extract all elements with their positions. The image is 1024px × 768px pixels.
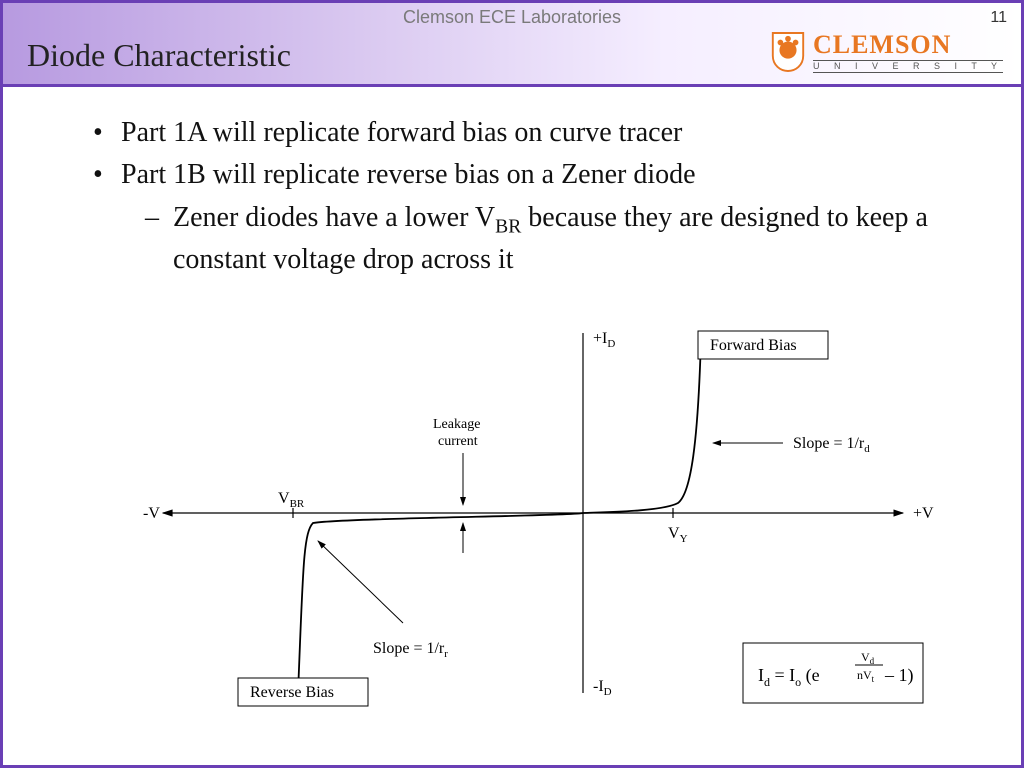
clemson-logo: CLEMSON U N I V E R S I T Y [769, 31, 1003, 73]
bullet-2: Part 1B will replicate reverse bias on a… [93, 159, 971, 279]
lab-label: Clemson ECE Laboratories [403, 7, 621, 28]
eq-end: – 1) [884, 665, 914, 686]
sub-subscript: BR [495, 217, 521, 238]
sub-prefix: Zener diodes have a lower V [173, 202, 495, 233]
slope-rev-arrow [318, 541, 403, 623]
forward-bias-label: Forward Bias [710, 337, 797, 354]
leakage-label-2: current [438, 434, 478, 449]
sub-bullet-list: Zener diodes have a lower VBR because th… [145, 199, 971, 279]
sub-bullet-1: Zener diodes have a lower VBR because th… [145, 199, 971, 279]
bullet-2-text: Part 1B will replicate reverse bias on a… [121, 159, 696, 190]
bullet-list: Part 1A will replicate forward bias on c… [93, 117, 971, 279]
vy-label: VY [668, 525, 688, 545]
x-pos-label: +V [913, 505, 934, 522]
y-pos-label: +ID [593, 330, 615, 350]
logo-sub-text: U N I V E R S I T Y [813, 60, 1003, 73]
slide-header: Clemson ECE Laboratories Diode Character… [3, 3, 1021, 87]
x-neg-label: -V [143, 505, 160, 522]
slide-container: Clemson ECE Laboratories Diode Character… [0, 0, 1024, 768]
logo-text: CLEMSON U N I V E R S I T Y [813, 32, 1003, 73]
reverse-bias-label: Reverse Bias [250, 684, 334, 701]
bullet-1: Part 1A will replicate forward bias on c… [93, 117, 971, 149]
leakage-label-1: Leakage [433, 417, 480, 432]
y-neg-label: -ID [593, 678, 612, 698]
diode-curve [298, 338, 701, 693]
vbr-label: VBR [278, 490, 305, 510]
tiger-paw-icon [769, 31, 807, 73]
content-area: Part 1A will replicate forward bias on c… [3, 87, 1021, 279]
bullet-1-text: Part 1A will replicate forward bias on c… [121, 117, 682, 148]
logo-main-text: CLEMSON [813, 32, 1003, 58]
page-number: 11 [990, 9, 1007, 27]
slope-fwd-label: Slope = 1/rd [793, 435, 870, 455]
slide-title: Diode Characteristic [27, 37, 291, 74]
diode-iv-diagram: +ID -ID +V -V VY VBR Leakage current Slo… [143, 323, 943, 723]
slope-rev-label: Slope = 1/rr [373, 640, 448, 660]
